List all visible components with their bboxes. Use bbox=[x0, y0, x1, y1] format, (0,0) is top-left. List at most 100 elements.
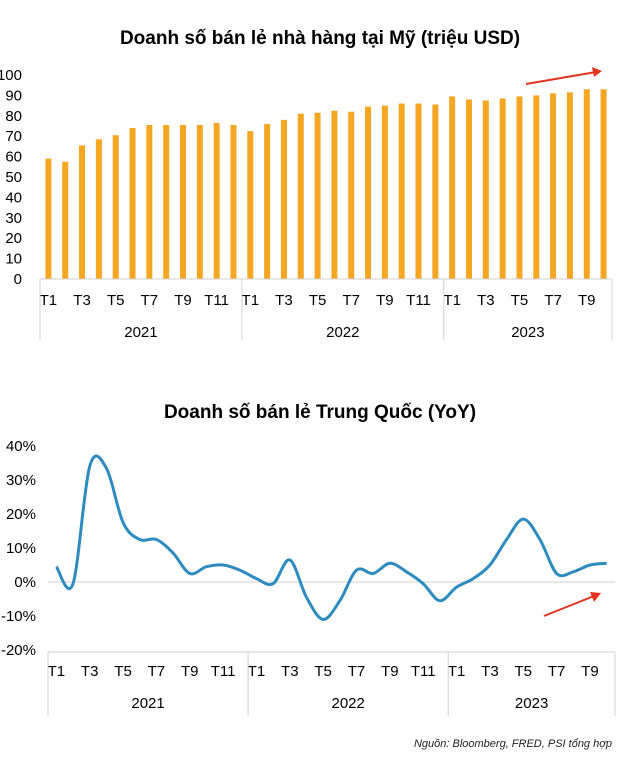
bar bbox=[533, 95, 540, 280]
x-tick-label: T1 bbox=[242, 292, 260, 309]
bar bbox=[415, 103, 422, 279]
y-tick-label: 40% bbox=[6, 438, 36, 455]
bar bbox=[180, 124, 186, 279]
x-tick-label: T1 bbox=[448, 663, 466, 680]
y-tick-label: 0% bbox=[14, 574, 36, 591]
bar bbox=[550, 93, 557, 279]
bar bbox=[297, 113, 304, 279]
x-tick-label: T5 bbox=[107, 292, 125, 309]
y-tick-label: -20% bbox=[1, 642, 36, 659]
series-line bbox=[55, 454, 607, 621]
bar bbox=[95, 139, 102, 279]
bar bbox=[129, 128, 136, 279]
trend-arrow-head bbox=[590, 592, 601, 602]
year-label: 2021 bbox=[131, 695, 164, 712]
bar bbox=[79, 145, 86, 279]
bar bbox=[482, 100, 489, 279]
bar bbox=[264, 123, 271, 280]
y-tick-label: -10% bbox=[1, 608, 36, 625]
bar bbox=[398, 103, 405, 279]
bar bbox=[449, 96, 456, 279]
x-tick-label: T1 bbox=[443, 292, 461, 309]
y-tick-label: 30% bbox=[6, 472, 36, 489]
bar bbox=[499, 98, 506, 280]
bar bbox=[466, 99, 472, 279]
trend-arrow-line bbox=[525, 71, 597, 85]
x-tick-label: T5 bbox=[314, 663, 332, 680]
x-tick-label: T5 bbox=[114, 663, 132, 680]
trend-arrow-line bbox=[543, 595, 595, 617]
source-note: Nguồn: Bloomberg, FRED, PSI tổng hợp bbox=[413, 738, 612, 750]
bar bbox=[381, 105, 388, 279]
x-tick-label: T7 bbox=[548, 663, 566, 680]
x-tick-label: T3 bbox=[477, 292, 495, 309]
x-tick-label: T11 bbox=[204, 292, 229, 309]
bar bbox=[230, 124, 237, 279]
y-tick-label: 30 bbox=[5, 210, 22, 227]
chart1-title: Doanh số bán lẻ nhà hàng tại Mỹ (triệu U… bbox=[119, 28, 521, 49]
bar bbox=[196, 124, 203, 279]
y-tick-label: 10% bbox=[6, 540, 36, 557]
y-tick-label: 20 bbox=[5, 230, 22, 247]
bar bbox=[600, 89, 607, 279]
y-tick-label: 50 bbox=[5, 169, 22, 186]
x-tick-label: T7 bbox=[348, 663, 366, 680]
y-tick-label: 10 bbox=[5, 251, 22, 268]
bar bbox=[365, 106, 372, 280]
x-tick-label: T3 bbox=[481, 663, 499, 680]
x-tick-label: T9 bbox=[181, 663, 199, 680]
year-label: 2021 bbox=[124, 324, 157, 341]
y-tick-label: 20% bbox=[6, 506, 36, 523]
x-tick-label: T5 bbox=[515, 663, 533, 680]
bar bbox=[163, 124, 170, 279]
bar bbox=[62, 161, 69, 279]
bar bbox=[213, 122, 220, 279]
x-tick-label: T11 bbox=[211, 663, 236, 680]
bar bbox=[146, 124, 153, 279]
bar bbox=[45, 158, 52, 279]
bar bbox=[566, 92, 573, 279]
x-tick-label: T9 bbox=[174, 292, 192, 309]
x-tick-label: T1 bbox=[40, 292, 58, 309]
year-label: 2022 bbox=[331, 695, 364, 712]
bar bbox=[583, 89, 590, 279]
x-tick-label: T5 bbox=[511, 292, 529, 309]
x-tick-label: T9 bbox=[578, 292, 596, 309]
x-tick-label: T3 bbox=[281, 663, 299, 680]
x-tick-label: T11 bbox=[411, 663, 436, 680]
us-restaurant-sales-chart: 0 10 20 30 40 50 60 70 80 90 100 T1 T3 T5 T7 T9 T11 T1 T3 T… bbox=[0, 67, 613, 341]
y-tick-label: 60 bbox=[5, 149, 22, 166]
y-tick-label: 70 bbox=[5, 128, 22, 145]
x-tick-label: T7 bbox=[141, 292, 159, 309]
x-tick-label: T9 bbox=[381, 663, 399, 680]
x-tick-label: T7 bbox=[544, 292, 562, 309]
bar bbox=[331, 110, 338, 279]
trend-arrow-head bbox=[592, 67, 602, 77]
x-tick-label: T1 bbox=[48, 663, 66, 680]
bar bbox=[314, 112, 321, 280]
chart2-title: Doanh số bán lẻ Trung Quốc (YoY) bbox=[163, 402, 477, 423]
year-label: 2023 bbox=[515, 695, 548, 712]
y-tick-label: 90 bbox=[5, 87, 22, 104]
x-tick-label: T7 bbox=[342, 292, 360, 309]
bar bbox=[432, 104, 439, 279]
x-tick-label: T3 bbox=[73, 292, 91, 309]
x-tick-label: T5 bbox=[309, 292, 327, 309]
bar bbox=[112, 135, 119, 279]
bar bbox=[280, 119, 287, 279]
bar bbox=[516, 96, 523, 279]
year-label: 2023 bbox=[511, 324, 544, 341]
x-tick-label: T9 bbox=[376, 292, 394, 309]
x-tick-label: T11 bbox=[406, 292, 431, 309]
y-tick-label: 80 bbox=[5, 108, 22, 125]
year-label: 2022 bbox=[326, 324, 359, 341]
x-tick-label: T7 bbox=[148, 663, 166, 680]
x-tick-label: T1 bbox=[248, 663, 266, 680]
y-tick-label: 100 bbox=[0, 67, 22, 84]
x-tick-label: T9 bbox=[581, 663, 599, 680]
y-tick-label: 0 bbox=[14, 271, 22, 288]
x-tick-label: T3 bbox=[81, 663, 99, 680]
bar bbox=[348, 111, 355, 279]
bar bbox=[247, 131, 254, 279]
